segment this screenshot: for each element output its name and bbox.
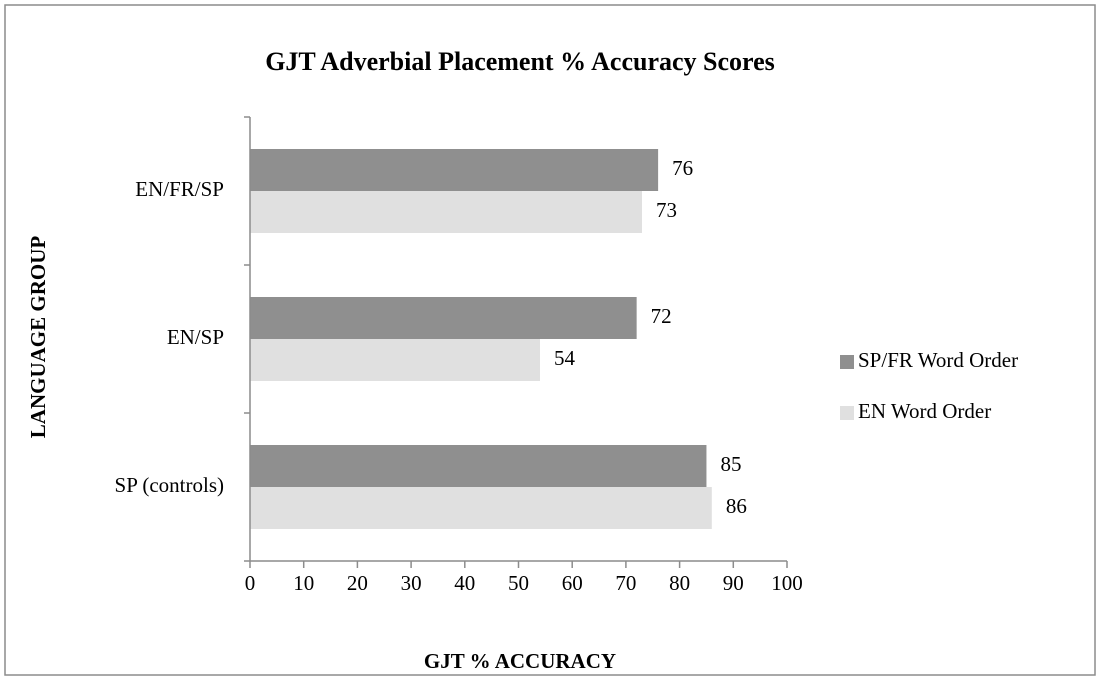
bar: [250, 149, 659, 191]
bar: [250, 297, 637, 339]
x-tick-label: 40: [454, 571, 475, 595]
bar: [250, 191, 643, 233]
chart-title: GJT Adverbial Placement % Accuracy Score…: [265, 47, 775, 76]
x-tick-label: 30: [401, 571, 422, 595]
data-label: 73: [656, 198, 677, 222]
x-tick-label: 90: [723, 571, 744, 595]
y-tick-label: EN/FR/SP: [135, 177, 224, 201]
chart-frame: [4, 4, 1096, 676]
x-axis-label: GJT % ACCURACY: [424, 649, 616, 673]
y-tick-label: SP (controls): [115, 473, 224, 497]
data-label: 86: [726, 494, 747, 518]
legend-label: SP/FR Word Order: [858, 348, 1018, 372]
data-label: 54: [554, 346, 576, 370]
x-tick-label: 50: [508, 571, 529, 595]
bar: [250, 445, 707, 487]
x-tick-label: 60: [562, 571, 583, 595]
x-tick-label: 20: [347, 571, 368, 595]
data-label: 72: [651, 304, 672, 328]
legend-label: EN Word Order: [858, 399, 991, 423]
data-label: 85: [720, 452, 741, 476]
x-tick-label: 10: [293, 571, 314, 595]
legend-swatch: [840, 406, 854, 420]
data-label: 76: [672, 156, 693, 180]
bar: [250, 487, 712, 529]
bar: [250, 339, 540, 381]
y-axis-label: LANGUAGE GROUP: [26, 236, 50, 439]
legend-swatch: [840, 355, 854, 369]
y-tick-label: EN/SP: [167, 325, 224, 349]
x-tick-label: 70: [615, 571, 636, 595]
x-tick-label: 0: [245, 571, 256, 595]
x-tick-label: 100: [771, 571, 803, 595]
x-tick-label: 80: [669, 571, 690, 595]
